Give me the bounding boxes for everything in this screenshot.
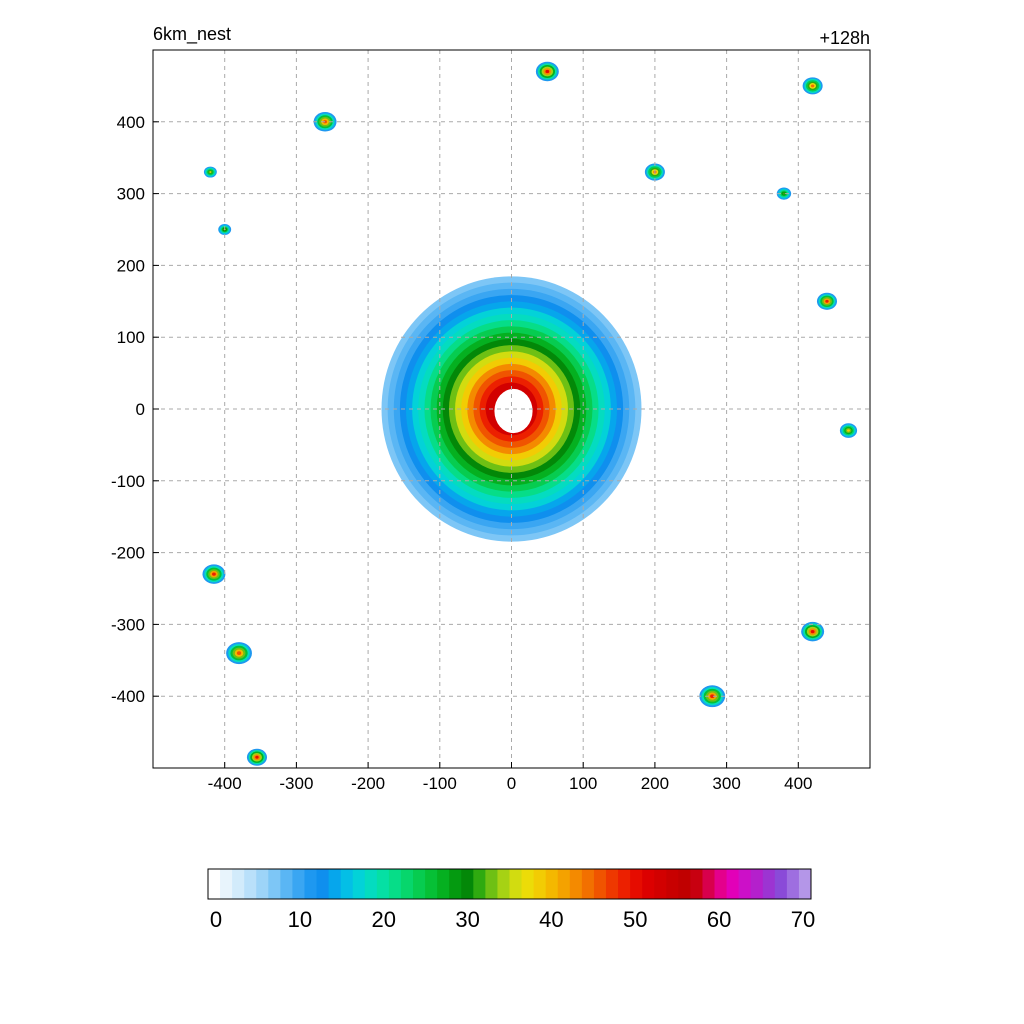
colorbar-swatch: [642, 869, 655, 899]
colorbar-swatch: [774, 869, 788, 899]
colorbar-swatch: [316, 869, 330, 899]
x-tick-label: 100: [569, 774, 597, 793]
colorbar-swatch: [364, 869, 378, 899]
colorbar-swatch: [292, 869, 305, 899]
x-tick-label: 200: [641, 774, 669, 793]
cell-band: [212, 572, 216, 576]
colorbar-swatch: [666, 869, 679, 899]
cell-band: [236, 651, 242, 655]
colorbar-swatch: [304, 869, 318, 899]
colorbar-swatch: [280, 869, 293, 899]
cell-band: [782, 192, 786, 195]
colorbar-swatch: [268, 869, 281, 899]
cell-band: [847, 429, 850, 432]
cell-band: [710, 694, 715, 699]
colorbar-tick-label: 50: [623, 907, 647, 932]
y-tick-label: -400: [111, 687, 145, 706]
cell-band: [255, 755, 259, 759]
colorbar-swatch: [798, 869, 812, 899]
colorbar-swatch: [388, 869, 402, 899]
colorbar-swatch: [521, 869, 535, 899]
colorbar-swatch: [232, 869, 245, 899]
cell-band: [810, 84, 815, 88]
eye: [494, 388, 533, 434]
cell-band: [323, 120, 327, 124]
colorbar-tick-label: 70: [791, 907, 815, 932]
x-tick-label: 400: [784, 774, 812, 793]
colorbar-swatch: [208, 869, 221, 899]
y-tick-label: 0: [136, 400, 145, 419]
x-axis: -400 -300 -200 -100 0 100 200 300 400: [208, 762, 812, 793]
colorbar-swatch: [400, 869, 414, 899]
colorbar-swatch: [605, 869, 619, 899]
colorbar-swatch: [413, 869, 426, 899]
colorbar-swatch: [593, 869, 607, 899]
y-tick-label: 400: [117, 113, 145, 132]
colorbar-swatch: [618, 869, 631, 899]
y-tick-label: 300: [117, 185, 145, 204]
x-tick-label: -200: [351, 774, 385, 793]
y-axis: -400 -300 -200 -100 0 100 200 300 400: [111, 113, 159, 706]
y-tick-label: -100: [111, 472, 145, 491]
x-tick-label: 0: [507, 774, 516, 793]
colorbar-swatch: [702, 869, 716, 899]
colorbar-swatch: [630, 869, 643, 899]
x-tick-label: -400: [208, 774, 242, 793]
colorbar-swatch: [690, 869, 703, 899]
colorbar: [207, 868, 812, 900]
y-tick-label: 200: [117, 256, 145, 275]
cell-band: [810, 629, 815, 634]
x-tick-label: -100: [423, 774, 457, 793]
y-tick-label: -300: [111, 615, 145, 634]
colorbar-swatch: [244, 869, 257, 899]
colorbar-tick-label: 30: [455, 907, 479, 932]
colorbar-swatch: [328, 869, 342, 899]
colorbar-swatch: [352, 869, 366, 899]
colorbar-swatch: [786, 869, 800, 899]
colorbar-swatch: [220, 869, 233, 899]
colorbar-swatch: [678, 869, 691, 899]
colorbar-swatch: [714, 869, 728, 899]
colorbar-swatch: [340, 869, 354, 899]
colorbar-swatch: [509, 869, 523, 899]
colorbar-frame: [207, 868, 812, 900]
colorbar-swatch: [376, 869, 390, 899]
colorbar-swatch: [485, 869, 498, 899]
colorbar-swatch: [738, 869, 752, 899]
x-tick-label: 300: [712, 774, 740, 793]
colorbar-swatch: [581, 869, 595, 899]
colorbar-tick-label: 10: [288, 907, 312, 932]
cell-band: [545, 69, 550, 74]
colorbar-tick-label: 60: [707, 907, 731, 932]
colorbar-swatch: [473, 869, 486, 899]
colorbar-swatch: [256, 869, 269, 899]
colorbar-tick-labels: 0 10 20 30 40 50 60 70: [210, 907, 815, 932]
colorbar-swatch: [654, 869, 667, 899]
colorbar-swatch: [762, 869, 776, 899]
cell-band: [209, 171, 212, 173]
y-tick-label: 100: [117, 328, 145, 347]
colorbar-swatch: [545, 869, 559, 899]
colorbar-swatch: [750, 869, 764, 899]
field-marks: [202, 61, 858, 766]
title-left: 6km_nest: [153, 24, 231, 45]
colorbar-tick-label: 40: [539, 907, 563, 932]
colorbar-tick-label: 20: [371, 907, 395, 932]
title-right: +128h: [819, 28, 870, 48]
colorbar-swatch: [569, 869, 583, 899]
cell-band: [825, 299, 829, 303]
colorbar-swatch: [461, 869, 474, 899]
y-tick-label: -200: [111, 544, 145, 563]
colorbar-tick-label: 0: [210, 907, 222, 932]
colorbar-swatch: [726, 869, 740, 899]
colorbar-swatch: [497, 869, 510, 899]
colorbar-swatch: [437, 869, 450, 899]
colorbar-swatch: [425, 869, 438, 899]
colorbar-swatch: [557, 869, 571, 899]
x-tick-label: -300: [279, 774, 313, 793]
colorbar-swatch: [449, 869, 462, 899]
colorbar-swatch: [533, 869, 547, 899]
